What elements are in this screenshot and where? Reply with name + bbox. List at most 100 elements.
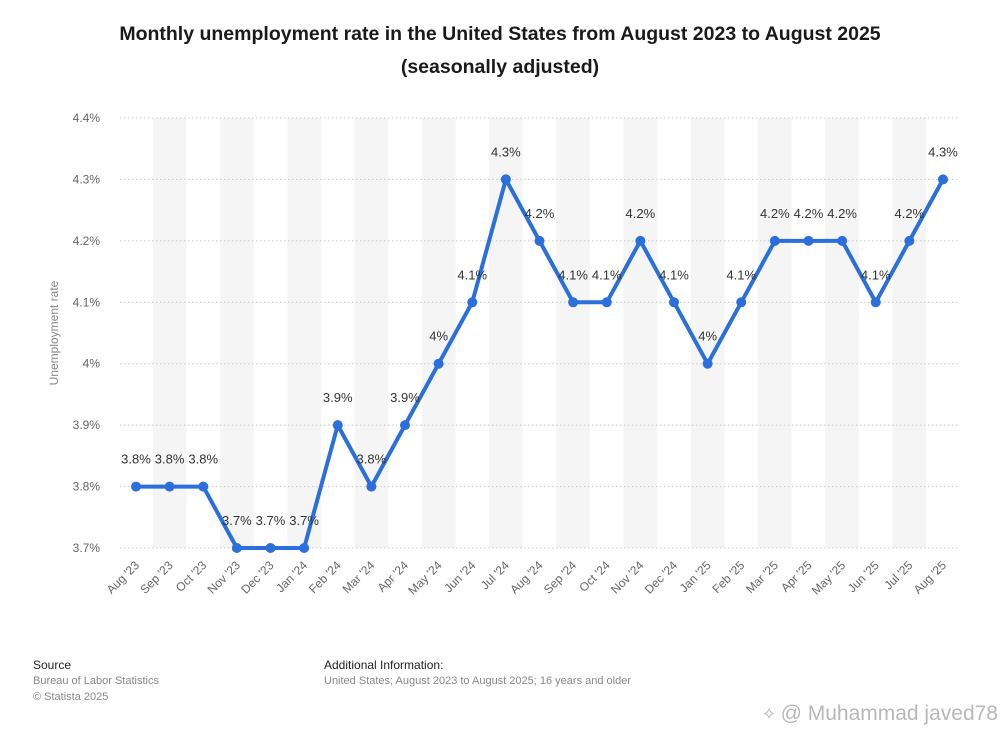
x-tick-label: Mar '24 <box>340 558 378 596</box>
column-band <box>220 118 254 548</box>
x-tick-label: Feb '24 <box>306 558 344 596</box>
sparkle-icon: ✧ <box>761 704 777 724</box>
gridlines <box>120 117 960 549</box>
data-label: 4.1% <box>457 267 487 282</box>
y-tick-label: 4.1% <box>73 295 101 309</box>
y-tick-label: 4% <box>83 357 101 371</box>
y-tick-label: 3.9% <box>73 418 101 432</box>
column-band <box>287 118 321 548</box>
x-tick-label: Sep '23 <box>137 558 176 597</box>
x-tick-label: Jun '25 <box>845 558 882 595</box>
column-band <box>152 118 187 548</box>
data-label: 3.8% <box>357 452 387 467</box>
data-label: 3.8% <box>121 452 151 467</box>
data-point <box>702 358 713 369</box>
x-tick-label: Jun '24 <box>441 558 478 595</box>
x-tick-label: Aug '25 <box>911 558 950 597</box>
data-point <box>433 358 444 369</box>
data-point <box>601 297 612 308</box>
column-band <box>354 118 389 548</box>
data-point <box>299 543 310 553</box>
watermark-text: @ Muhammad javed78 <box>780 702 998 725</box>
data-label: 4.1% <box>592 267 622 282</box>
x-tick-label: Mar '25 <box>743 558 781 596</box>
data-point <box>568 297 579 308</box>
data-label: 3.8% <box>188 452 218 467</box>
data-label: 4.1% <box>659 267 689 282</box>
x-tick-label: May '25 <box>809 558 849 598</box>
data-point <box>400 420 410 431</box>
data-point <box>164 481 175 492</box>
data-label: 4% <box>429 329 448 344</box>
x-tick-label: Aug '24 <box>507 558 546 597</box>
data-label: 3.7% <box>289 513 319 528</box>
additional-info-heading: Additional Information: <box>324 658 444 672</box>
data-label: 4.1% <box>861 267 891 282</box>
watermark: ✧ @ Muhammad javed78 <box>700 702 998 726</box>
data-label: 4.3% <box>928 144 958 159</box>
data-label: 4.1% <box>558 267 588 282</box>
y-axis-label: Unemployment rate <box>47 280 61 385</box>
data-point <box>635 235 646 246</box>
column-band <box>623 118 658 548</box>
x-tick-label: May '24 <box>405 558 445 598</box>
data-label: 3.9% <box>323 390 353 405</box>
y-tick-label: 4.4% <box>73 111 101 125</box>
data-label: 4.2% <box>626 206 656 221</box>
column-band <box>421 118 456 548</box>
source-heading: Source <box>33 658 72 672</box>
data-label: 4.2% <box>794 206 824 221</box>
x-tick-label: Dec '24 <box>642 558 681 597</box>
y-axis-ticks: 4.4% 4.3% 4.2% 4.1% 4% 3.9% 3.8% 3.7% <box>73 111 101 555</box>
data-label: 4.2% <box>760 206 790 221</box>
x-tick-label: Sep '24 <box>541 558 580 597</box>
data-point <box>366 481 377 492</box>
column-band <box>489 118 523 548</box>
data-point <box>198 481 209 492</box>
x-tick-label: Aug '23 <box>104 558 143 597</box>
column-band <box>825 118 859 548</box>
column-bands <box>152 118 927 548</box>
chart-title-line2: (seasonally adjusted) <box>400 56 600 78</box>
column-band <box>892 118 927 548</box>
source-block: Source Bureau of Labor Statistics © Stat… <box>33 657 159 705</box>
data-points <box>131 174 948 553</box>
x-tick-label: Oct '23 <box>173 558 210 595</box>
x-tick-label: Dec '23 <box>238 558 277 597</box>
data-label: 4.1% <box>726 267 756 282</box>
data-point <box>265 543 276 553</box>
y-tick-label: 4.2% <box>73 234 101 248</box>
data-label: 4% <box>698 329 717 344</box>
data-point <box>231 543 242 553</box>
y-tick-label: 3.7% <box>73 541 101 555</box>
data-point <box>332 420 343 431</box>
additional-info-text: United States; August 2023 to August 202… <box>324 675 631 687</box>
data-label: 3.8% <box>155 452 185 467</box>
data-label: 3.7% <box>222 513 252 528</box>
data-label: 4.2% <box>827 206 857 221</box>
chart-title: Monthly unemployment rate in the United … <box>60 18 940 84</box>
y-tick-label: 4.3% <box>73 172 101 186</box>
data-point <box>769 235 780 246</box>
x-tick-label: Nov '24 <box>608 558 647 597</box>
x-tick-label: Feb '25 <box>709 558 747 596</box>
column-band <box>556 118 590 548</box>
column-band <box>758 118 792 548</box>
data-label: 4.3% <box>491 144 521 159</box>
additional-info-block: Additional Information: United States; A… <box>324 657 631 689</box>
x-tick-label: Oct '24 <box>576 558 613 595</box>
column-band <box>690 118 725 548</box>
data-point <box>870 297 881 308</box>
copyright: © Statista 2025 <box>33 691 109 703</box>
data-labels: 3.8% 3.8% 3.8%3.7% 3.7% 3.7%3.9%3.8%3.9%4%4.… <box>121 144 958 528</box>
y-tick-label: 3.8% <box>73 480 101 494</box>
data-point <box>837 235 848 246</box>
data-label: 4.2% <box>525 206 555 221</box>
data-point <box>736 297 747 308</box>
data-point <box>669 297 679 308</box>
data-point <box>938 174 948 185</box>
data-point <box>803 235 814 246</box>
source-name: Bureau of Labor Statistics <box>33 675 159 687</box>
